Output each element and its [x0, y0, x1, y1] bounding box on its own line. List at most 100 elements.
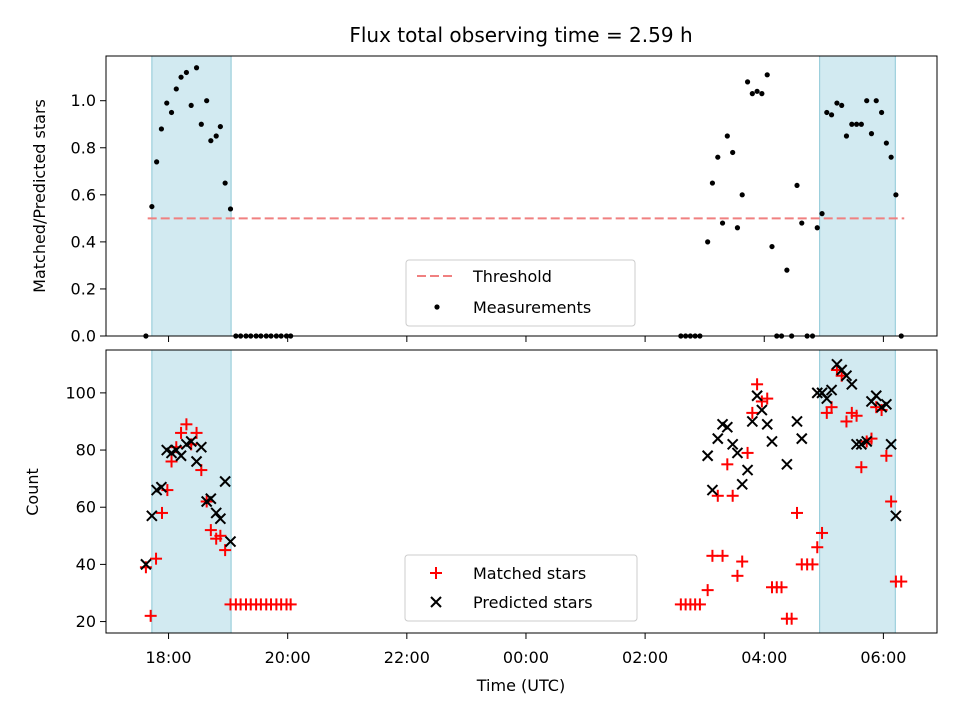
top-legend-box	[405, 259, 636, 327]
top-y-tick-label-5: 1.0	[71, 91, 96, 110]
matched-point-44	[746, 406, 759, 419]
matched-point-13	[204, 524, 217, 537]
matched-point-40	[726, 489, 739, 502]
measurement-point-54	[799, 220, 805, 226]
measurement-point-64	[849, 121, 855, 127]
measurement-point-12	[204, 98, 210, 104]
x-tick-label-5: 04:00	[741, 648, 787, 667]
measurement-point-8	[183, 69, 190, 76]
top-y-ticks: 0.0 0.2 0.4 0.6 0.8 1.0	[71, 91, 106, 346]
matched-point-35	[701, 584, 714, 597]
measurement-point-63	[843, 133, 850, 139]
top-y-tick-label-2: 0.4	[71, 232, 96, 251]
matched-point-46	[755, 395, 768, 408]
matched-point-52	[785, 612, 798, 625]
matched-point-74	[895, 575, 908, 588]
predicted-point-14	[210, 507, 222, 519]
measurement-point-68	[868, 131, 875, 137]
matched-point-34	[693, 598, 706, 611]
x-tick-label-0: 18:00	[145, 648, 191, 667]
measurement-point-71	[883, 140, 889, 146]
legend-predicted-label: Predicted stars	[473, 593, 593, 612]
x-tick-label-4: 02:00	[622, 648, 668, 667]
matched-point-1	[144, 609, 157, 622]
measurement-point-41	[734, 225, 741, 231]
legend-predicted-marker	[430, 596, 442, 608]
chart-title: Flux total observing time = 2.59 h	[349, 23, 692, 47]
matched-point-5	[165, 455, 178, 468]
shaded-interval-bottom-1	[819, 349, 896, 634]
predicted-point-30	[761, 418, 773, 431]
legend-measurements-marker	[434, 304, 440, 310]
predicted-point-17	[224, 535, 237, 548]
bottom-y-tick-label-0: 20	[76, 612, 96, 631]
x-tick-label-6: 06:00	[860, 648, 906, 667]
predicted-point-42	[846, 378, 858, 391]
measurement-point-66	[858, 121, 864, 127]
top-legend: Threshold Measurements	[405, 259, 636, 327]
predicted-point-51	[890, 510, 902, 522]
predicted-point-9	[185, 435, 197, 448]
predicted-point-28	[751, 390, 763, 402]
matched-star-points	[139, 364, 908, 625]
measurement-point-36	[709, 180, 716, 186]
matched-point-45	[751, 378, 764, 391]
predicted-point-25	[736, 478, 748, 491]
matched-point-53	[791, 506, 804, 519]
matched-point-65	[850, 409, 863, 422]
predicted-point-45	[861, 435, 873, 448]
predicted-point-18	[701, 450, 714, 462]
bottom-axes-frame	[105, 349, 938, 634]
measurement-point-70	[879, 109, 885, 116]
measurement-point-5	[168, 109, 175, 116]
predicted-point-44	[855, 438, 868, 451]
matched-point-58	[816, 526, 829, 539]
legend-matched-marker	[430, 567, 442, 579]
predicted-point-16	[219, 475, 231, 488]
predicted-point-33	[791, 415, 803, 428]
measurement-point-73	[893, 192, 899, 198]
measurement-point-62	[839, 102, 845, 109]
predicted-point-32	[781, 458, 793, 471]
measurement-point-61	[834, 100, 840, 106]
measurement-point-17	[227, 206, 234, 212]
matched-point-7	[175, 426, 188, 439]
measurement-point-1	[149, 203, 155, 210]
matched-point-63	[840, 415, 853, 428]
measurement-point-10	[193, 65, 200, 71]
top-y-tick-label-4: 0.8	[71, 138, 96, 157]
matched-point-71	[880, 449, 893, 462]
measurement-point-15	[217, 123, 223, 130]
matched-point-36	[706, 549, 719, 562]
measurement-point-53	[794, 182, 800, 189]
measurement-point-47	[764, 72, 770, 78]
predicted-point-31	[766, 435, 778, 448]
measurement-point-59	[824, 109, 830, 116]
measurement-point-48	[769, 243, 775, 250]
measurement-point-11	[198, 121, 204, 127]
matched-point-56	[806, 558, 819, 571]
measurement-point-43	[744, 79, 751, 85]
x-axis-label: Time (UTC)	[476, 676, 565, 695]
predicted-point-20	[712, 432, 724, 445]
matched-point-29	[284, 598, 297, 611]
measurement-point-14	[213, 133, 219, 139]
measurement-point-67	[864, 98, 870, 104]
measurement-point-39	[724, 133, 730, 139]
bottom-y-tick-label-1: 40	[76, 555, 96, 574]
top-y-tick-label-1: 0.2	[71, 279, 96, 298]
legend-measurements-label: Measurements	[473, 298, 591, 317]
predicted-point-27	[746, 415, 759, 428]
predicted-point-15	[214, 512, 227, 525]
matched-point-47	[761, 392, 774, 405]
top-y-axis-label: Matched/Predicted stars	[30, 99, 49, 293]
predicted-point-22	[721, 421, 734, 433]
bottom-x-ticks: 18:00 20:00 22:00 00:00 02:00 04:00 06:00	[145, 633, 906, 667]
bottom-legend: Matched stars Predicted stars	[404, 554, 638, 622]
matched-point-39	[721, 458, 734, 471]
matched-point-38	[716, 549, 729, 562]
x-tick-label-2: 22:00	[384, 648, 430, 667]
measurement-point-58	[819, 211, 825, 217]
predicted-point-1	[146, 510, 158, 522]
measurement-point-37	[715, 154, 721, 160]
